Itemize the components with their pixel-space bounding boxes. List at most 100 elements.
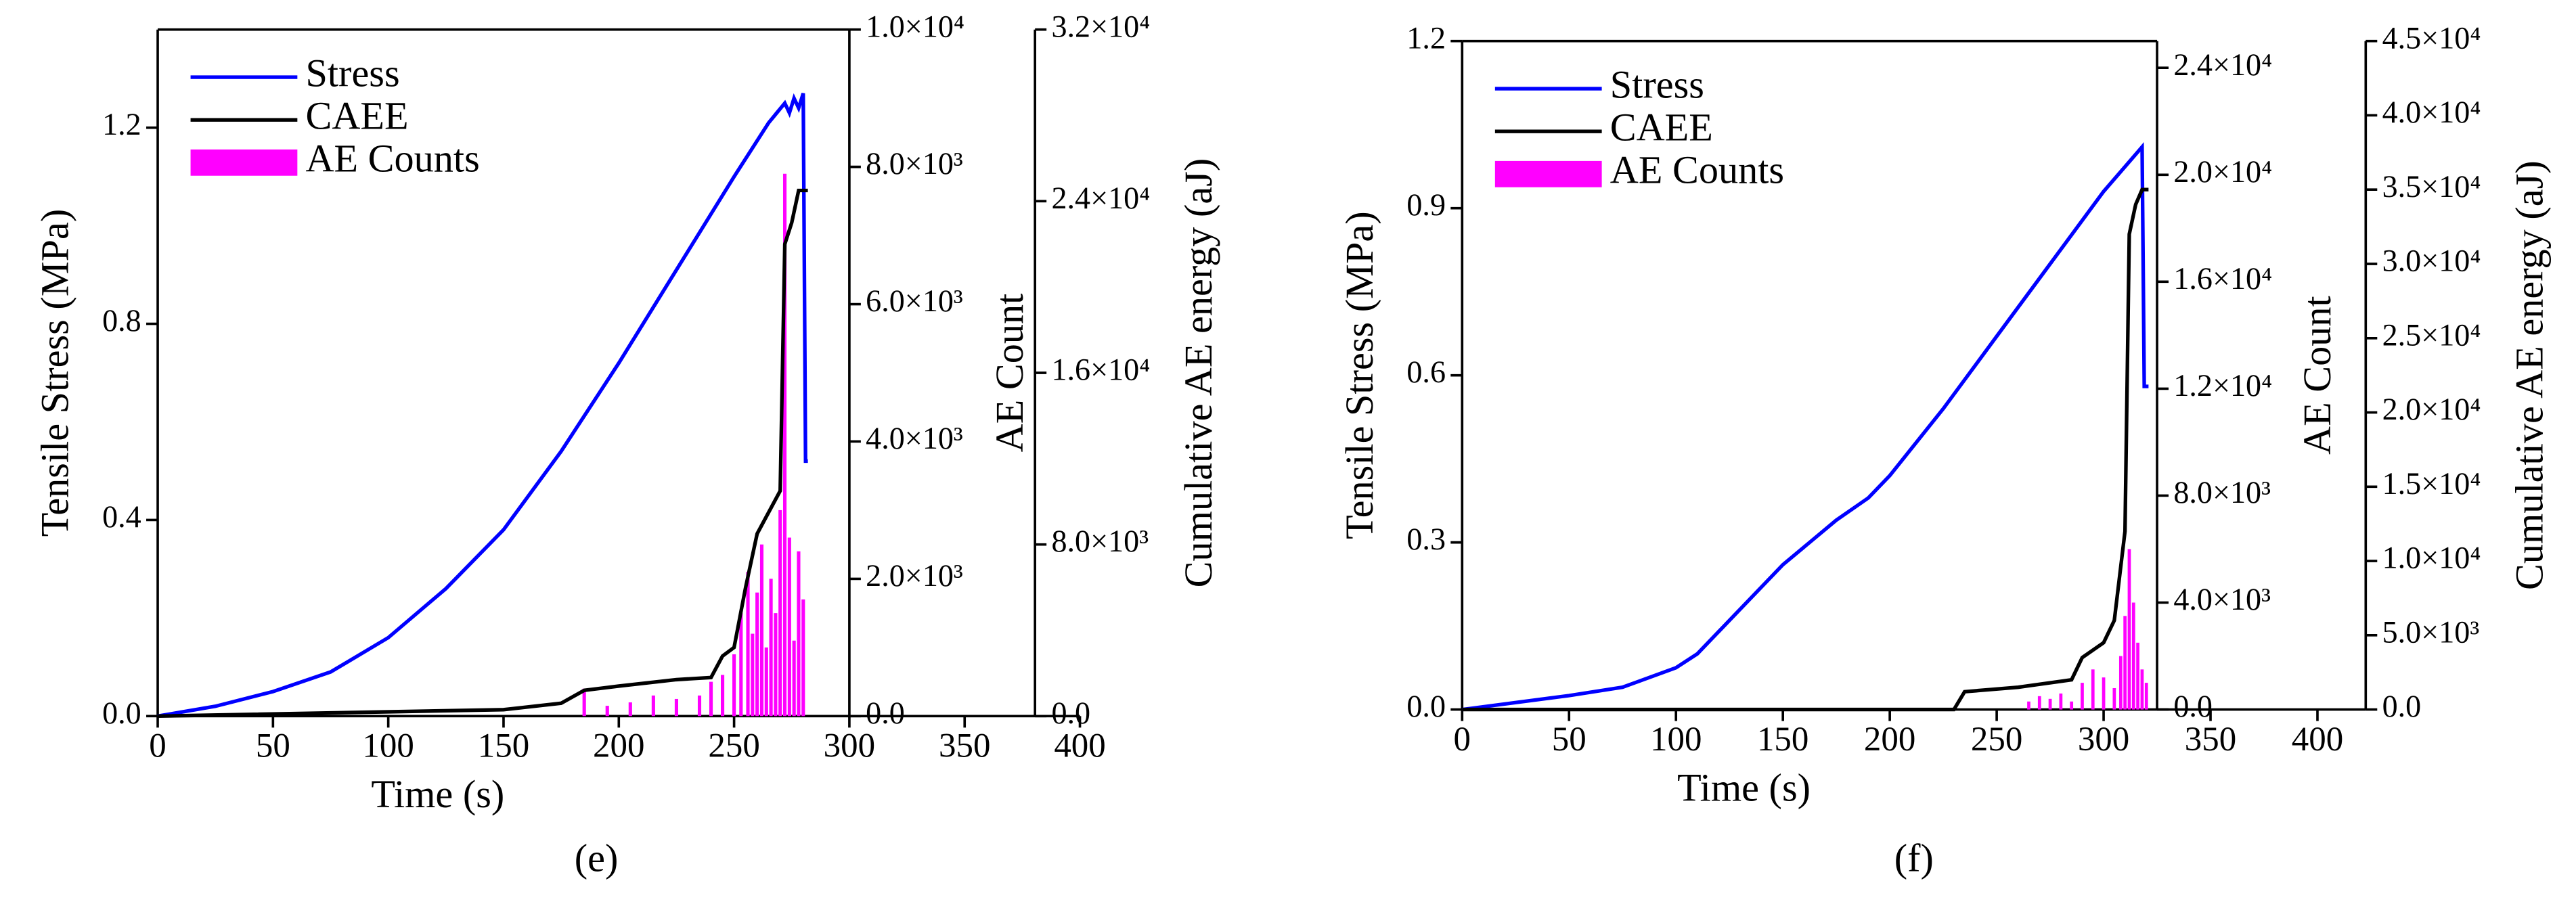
x-tick-label: 400 [2292, 721, 2343, 759]
x-tick-label: 350 [939, 727, 990, 765]
bar [709, 681, 713, 717]
bar [721, 675, 725, 717]
y2ticks-label: 2.0×10³ [866, 558, 963, 593]
bar [2048, 698, 2052, 710]
yticks-label: 0.6 [1406, 355, 1446, 389]
bar [2081, 683, 2084, 710]
bar [769, 579, 773, 717]
x-tick-label: 250 [708, 727, 759, 765]
bar [2140, 669, 2144, 710]
y2ticks-label: 1.2×10⁴ [2173, 368, 2272, 403]
y3ticks-label: 2.5×10⁴ [2382, 317, 2481, 352]
y3ticks-label: 3.0×10⁴ [2382, 244, 2481, 278]
x-tick-label: 200 [593, 727, 644, 765]
yticks-label: 0.4 [102, 499, 141, 534]
y3ticks-label: 3.5×10⁴ [2382, 169, 2481, 204]
bar [797, 551, 801, 717]
y3ticks-label: 4.5×10⁴ [2382, 20, 2481, 55]
bar [774, 613, 778, 717]
bar [2037, 696, 2041, 710]
bar [787, 537, 791, 717]
y3ticks-label: 2.0×10⁴ [2382, 392, 2481, 426]
x-tick-label: 0 [1454, 721, 1471, 759]
bar [746, 572, 750, 717]
x-tick-label: 150 [478, 727, 529, 765]
y3ticks-label: 0.0 [1051, 696, 1090, 730]
legend-label: AE Counts [305, 137, 479, 181]
x-tick-label: 400 [1054, 727, 1105, 765]
y3ticks-label: 8.0×10³ [1051, 524, 1149, 558]
bar [628, 702, 632, 717]
bar [605, 706, 609, 717]
x-tick-label: 50 [1552, 721, 1586, 759]
y3ticks-label: 0.0 [2382, 689, 2422, 723]
y2ticks-label: 6.0×10³ [866, 284, 963, 318]
x-tick-label: 250 [1971, 721, 2022, 759]
bar [764, 647, 768, 717]
chart-panel: 0 50 100 150 200 250 300 350 400 0.0 0.3 0.6 0.9 1.2 0… [1337, 20, 2551, 880]
y-axis-title: Tensile Stress (MPa) [1337, 211, 1381, 539]
bar [801, 599, 805, 717]
y2-axis-title: AE Count [2295, 296, 2339, 455]
bar [2027, 701, 2030, 710]
y2ticks-label: 2.0×10⁴ [2173, 154, 2272, 189]
x-tick-label: 100 [362, 727, 414, 765]
bar [651, 695, 655, 717]
legend-label: CAEE [305, 94, 408, 138]
y3ticks-label: 1.6×10⁴ [1051, 353, 1150, 387]
bar [2136, 642, 2139, 710]
yticks-label: 0.3 [1406, 522, 1446, 556]
bar [674, 698, 678, 717]
legend-label: AE Counts [1610, 148, 1784, 192]
y2ticks-label: 4.0×10³ [866, 421, 963, 455]
bar [2059, 693, 2063, 710]
x-tick-label: 50 [256, 727, 290, 765]
yticks-label: 1.2 [102, 107, 141, 141]
y3ticks-label: 4.0×10⁴ [2382, 95, 2481, 129]
legend-label: Stress [1610, 62, 1704, 106]
bar [2070, 701, 2074, 710]
legend-swatch [1494, 160, 1602, 187]
legend-label: CAEE [1610, 106, 1713, 150]
yticks-label: 0.0 [102, 696, 141, 730]
bar [2112, 687, 2116, 710]
y2ticks-label: 8.0×10³ [2173, 475, 2271, 510]
line-series [1462, 187, 2149, 712]
y2ticks-label: 0.0 [2173, 689, 2213, 723]
yticks-label: 1.2 [1406, 20, 1446, 55]
bar [2131, 602, 2135, 710]
panel-label: (e) [575, 836, 619, 880]
y2ticks-label: 1.6×10⁴ [2173, 261, 2272, 296]
x-tick-label: 150 [1757, 721, 1808, 759]
bar [2127, 549, 2131, 710]
x-tick-label: 350 [2185, 721, 2236, 759]
x-axis-title: Time (s) [1677, 765, 1811, 809]
x-tick-label: 300 [2078, 721, 2129, 759]
y3-axis-title: Cumulative AE energy (aJ) [1176, 158, 1220, 588]
y3ticks-label: 2.4×10⁴ [1051, 181, 1150, 215]
chart-panel: 0 50 100 150 200 250 300 350 4000.00.40.81.20.02… [33, 9, 1220, 880]
legend-swatch [190, 149, 298, 176]
line-series [157, 93, 808, 718]
bar [2123, 616, 2127, 710]
y2-axis-title: AE Count [987, 294, 1031, 453]
yticks-label: 0.0 [1406, 689, 1446, 723]
y2ticks-label: 0.0 [866, 696, 905, 730]
bar [751, 633, 755, 717]
bar [2118, 656, 2123, 710]
bar [755, 592, 759, 717]
x-axis-title: Time (s) [371, 772, 504, 816]
x-tick-label: 200 [1864, 721, 1915, 759]
line-series [157, 188, 808, 718]
bar [2144, 683, 2148, 710]
line-series [1461, 142, 2149, 712]
bar [782, 173, 787, 717]
yticks-label: 0.8 [102, 303, 141, 338]
bar [778, 510, 782, 717]
bar [732, 654, 736, 717]
y3-axis-title: Cumulative AE energy (aJ) [2507, 160, 2551, 590]
y-axis-title: Tensile Stress (MPa) [33, 209, 77, 537]
bar [792, 640, 796, 717]
y2ticks-label: 4.0×10³ [2173, 582, 2271, 616]
